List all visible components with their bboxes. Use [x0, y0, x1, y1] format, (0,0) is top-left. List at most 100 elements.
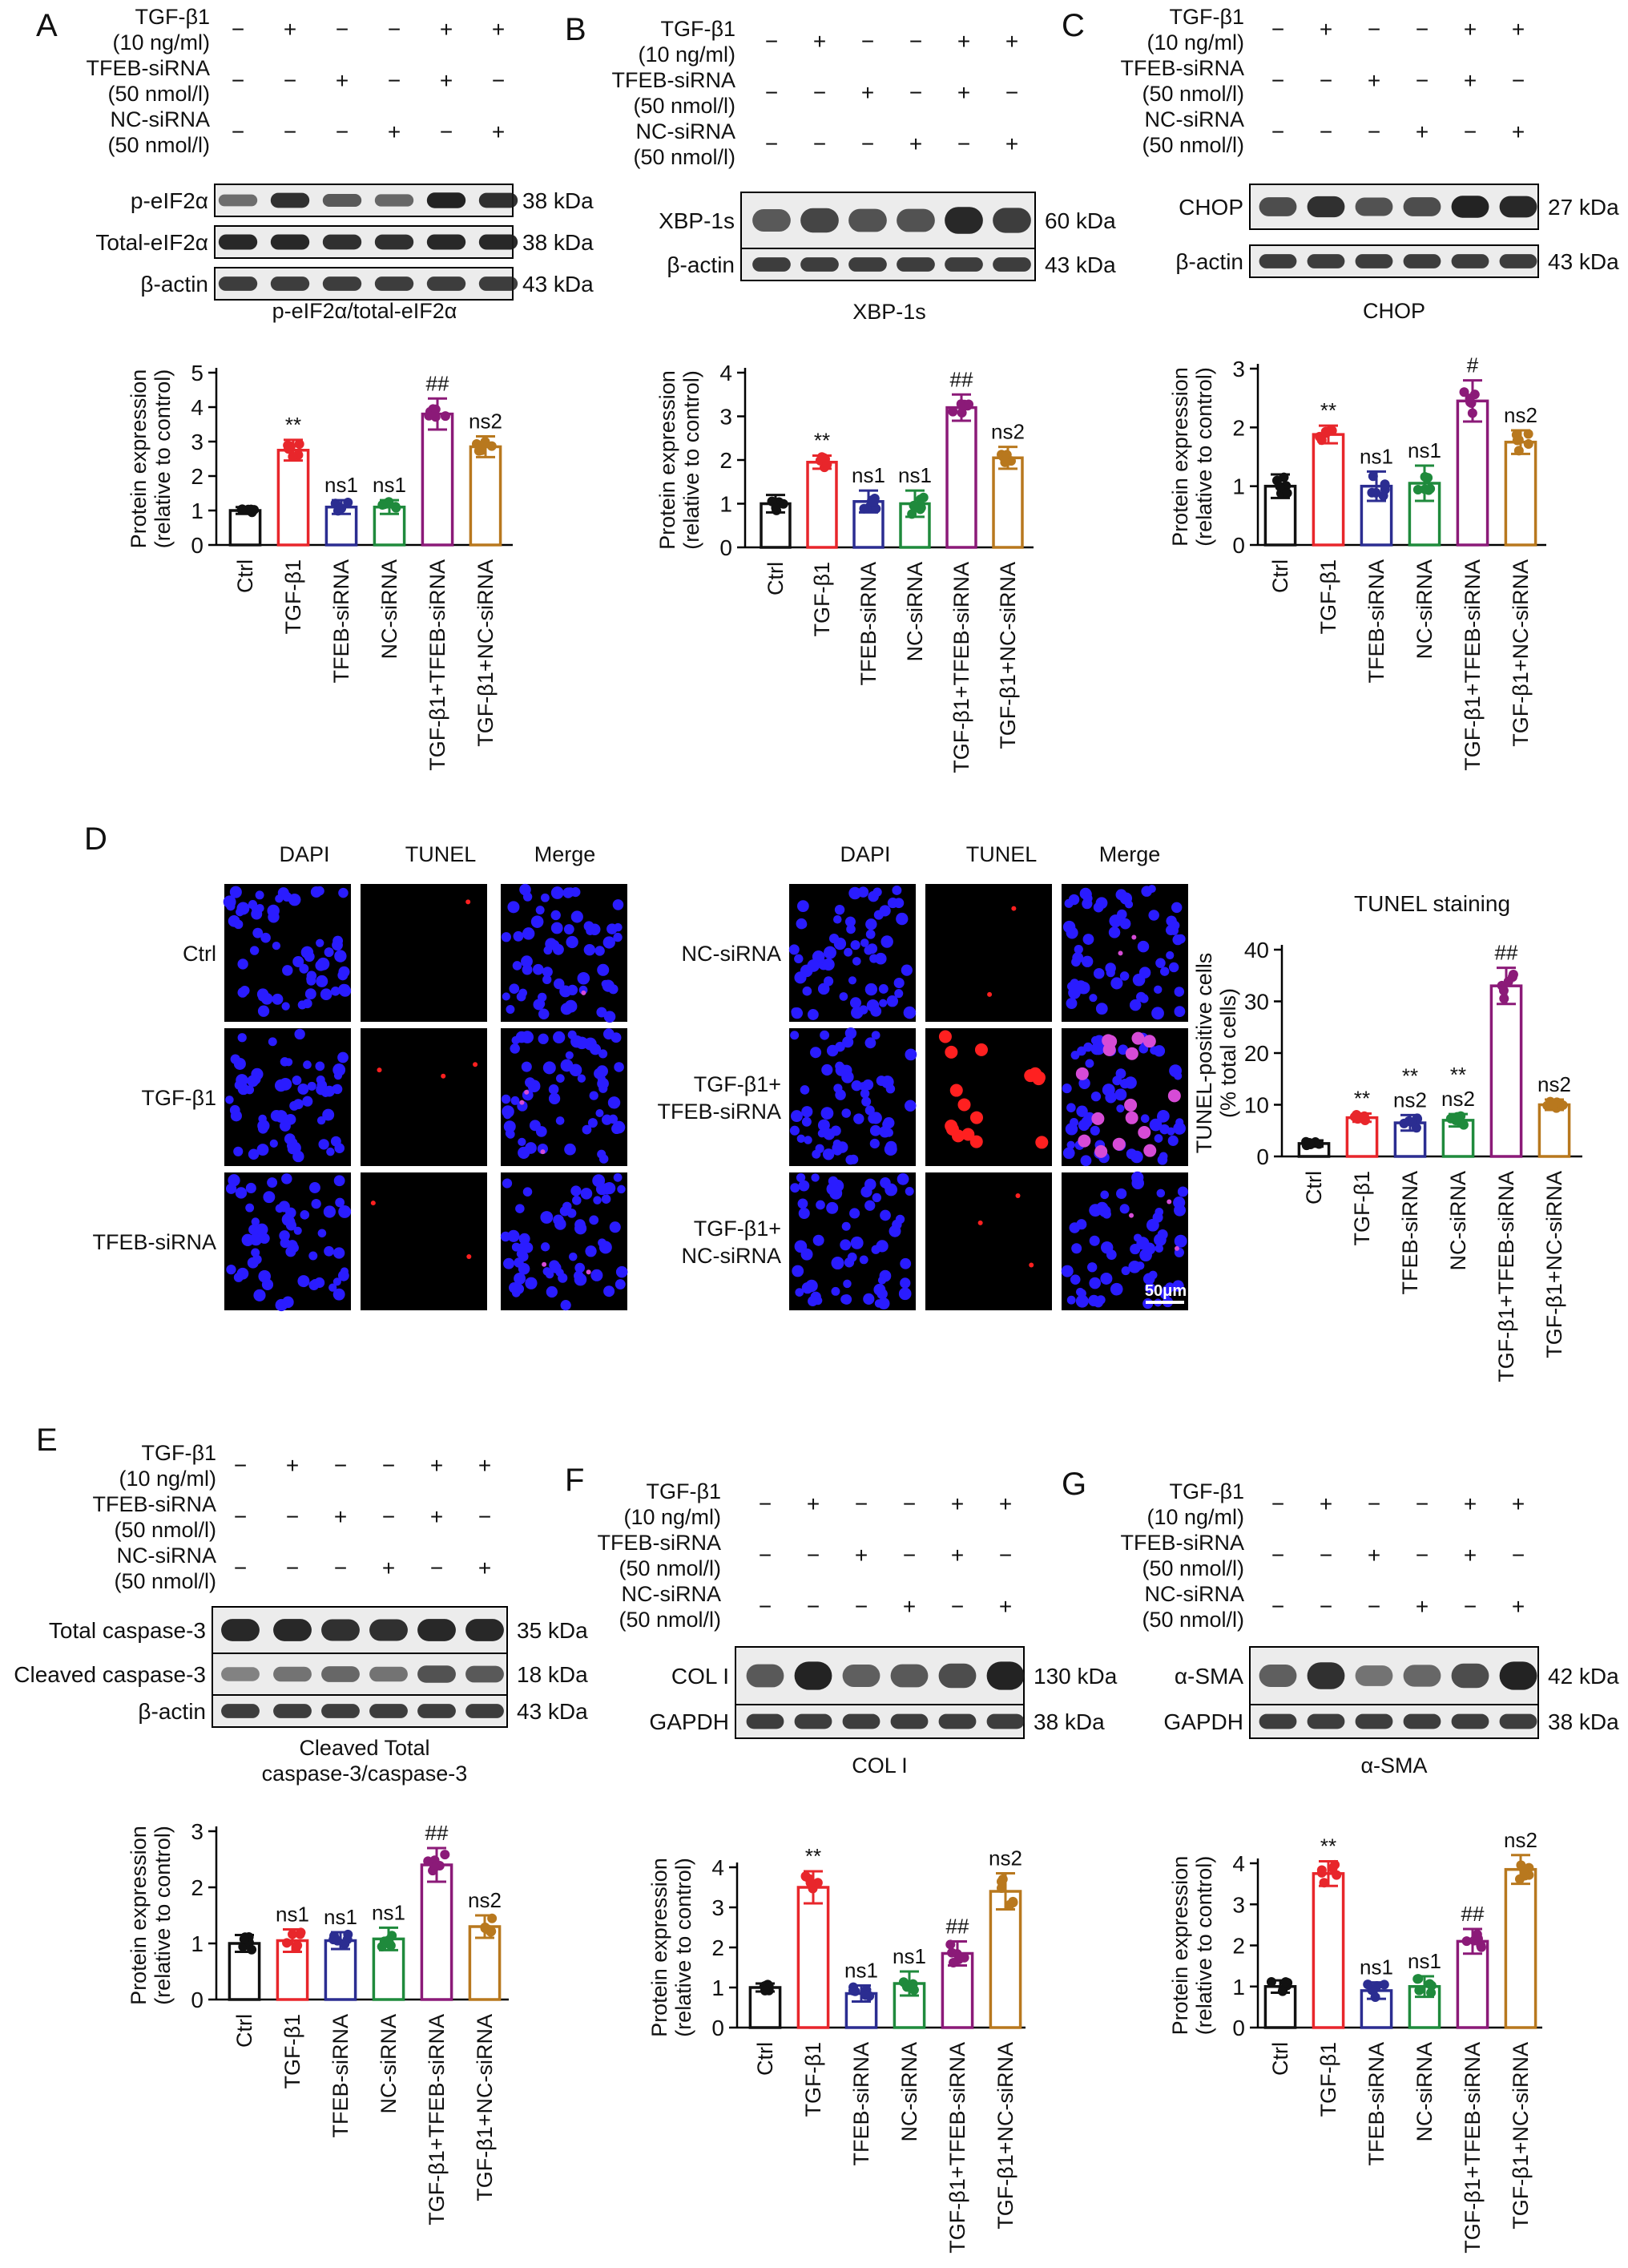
- treatment-label: TGF-β1: [135, 5, 210, 29]
- tunel-positive-cell: [1102, 1043, 1116, 1056]
- nucleus: [263, 1191, 276, 1204]
- x-tick-label: TGF-β1+TFEB-siRNA: [425, 559, 449, 771]
- nucleus: [328, 1283, 337, 1292]
- nucleus: [259, 1233, 270, 1244]
- nucleus: [334, 1143, 345, 1154]
- blot-band: [945, 207, 983, 234]
- nucleus: [1071, 1243, 1082, 1254]
- data-point: [816, 452, 827, 462]
- nucleus: [1148, 1270, 1158, 1280]
- data-point: [1476, 1940, 1486, 1951]
- nucleus: [281, 1213, 294, 1226]
- nucleus: [1166, 950, 1175, 960]
- nucleus: [559, 1206, 570, 1217]
- nucleus: [1139, 994, 1149, 1003]
- data-point: [948, 406, 958, 417]
- y-tick-label: 2: [191, 1875, 204, 1900]
- significance-label: ns2: [989, 1846, 1022, 1870]
- nucleus: [521, 955, 533, 968]
- x-tick-label: TGF-β1: [280, 2014, 304, 2089]
- nucleus: [560, 1300, 571, 1311]
- y-axis-label-2: (% total cells): [1216, 988, 1240, 1118]
- nucleus: [1153, 1045, 1166, 1057]
- nucleus: [563, 924, 574, 934]
- nucleus: [901, 964, 913, 976]
- treatment-sign: −: [903, 1543, 916, 1568]
- significance-label: ns1: [844, 1959, 878, 1983]
- nucleus: [1118, 1044, 1129, 1055]
- treatment-sign: +: [861, 80, 874, 105]
- nucleus: [1140, 1114, 1150, 1124]
- nucleus: [1144, 1282, 1155, 1293]
- nucleus: [851, 1080, 862, 1092]
- nucleus: [1152, 1212, 1163, 1223]
- nucleus: [292, 955, 304, 967]
- nucleus: [1066, 998, 1078, 1010]
- significance-label: ns2: [1393, 1088, 1427, 1112]
- significance-label: ##: [425, 1821, 449, 1845]
- data-point: [288, 1929, 298, 1939]
- nucleus: [1175, 934, 1186, 944]
- nucleus: [1091, 1207, 1101, 1217]
- tunel-positive-cell: [977, 1220, 983, 1225]
- nucleus: [518, 1233, 530, 1245]
- treatment-unit: (10 ng/ml): [1146, 1505, 1244, 1529]
- significance-label: ns1: [893, 1944, 926, 1968]
- blot-band: [842, 1713, 880, 1729]
- nucleus: [280, 1057, 290, 1067]
- treatment-sign: −: [1271, 1491, 1284, 1516]
- kda-label: 35 kDa: [517, 1618, 588, 1643]
- tunel-positive-cell: [1078, 1134, 1091, 1148]
- dapi-image: [224, 1028, 351, 1166]
- nucleus: [864, 1200, 876, 1211]
- treatment-sign: +: [1005, 29, 1018, 54]
- protein-label: p-eIF2α: [131, 188, 208, 213]
- y-tick-label: 10: [1244, 1093, 1269, 1118]
- nucleus: [857, 886, 869, 898]
- nucleus: [580, 1188, 593, 1200]
- nucleus: [1077, 1289, 1086, 1298]
- nucleus: [522, 1187, 533, 1197]
- nucleus: [564, 999, 578, 1013]
- treatment-sign: −: [1416, 1543, 1429, 1568]
- y-tick-label: 4: [711, 1855, 724, 1880]
- treatment-sign: −: [284, 68, 296, 93]
- significance-label: ns1: [1408, 1949, 1441, 1973]
- blot-band: [752, 208, 791, 232]
- x-tick-label: TGF-β1+NC-siRNA: [1509, 559, 1533, 747]
- nucleus: [518, 988, 527, 998]
- blot-caption: p-eIF2α/total-eIF2α: [272, 299, 457, 323]
- blot-band: [1307, 1662, 1345, 1689]
- blot-band: [890, 1713, 929, 1729]
- treatment-table-B: TGF-β1(10 ng/ml)− + − − + +TFEB-siRNA(50 nmol…: [612, 17, 1019, 169]
- nucleus: [1090, 1125, 1100, 1136]
- x-tick-label: Ctrl: [1302, 1171, 1326, 1205]
- nucleus: [233, 919, 244, 930]
- nucleus: [555, 1116, 565, 1125]
- treatment-unit: (50 nmol/l): [1142, 1608, 1244, 1632]
- treatment-sign: −: [1271, 17, 1284, 42]
- nucleus: [501, 1094, 511, 1104]
- nucleus: [236, 907, 244, 917]
- data-point: [868, 497, 879, 507]
- nucleus: [868, 890, 879, 902]
- nucleus: [831, 1286, 840, 1296]
- x-tick-label: TFEB-siRNA: [1364, 2042, 1388, 2166]
- blot-band: [321, 1619, 360, 1641]
- blot-band: [890, 1664, 929, 1688]
- nucleus: [849, 997, 862, 1009]
- nucleus: [602, 936, 615, 949]
- nucleus: [311, 1198, 321, 1209]
- tunel-positive-cell: [945, 1045, 958, 1059]
- data-point: [822, 459, 832, 470]
- nucleus: [555, 1268, 564, 1277]
- nucleus: [797, 1198, 808, 1209]
- image-header: Merge: [1099, 842, 1161, 866]
- treatment-sign: −: [1368, 1594, 1380, 1619]
- treatment-unit: (50 nmol/l): [619, 1608, 721, 1632]
- blot-frame: [212, 1606, 508, 1654]
- nucleus: [268, 1037, 277, 1047]
- bar: [1504, 1867, 1537, 2029]
- nucleus: [338, 887, 349, 898]
- nucleus: [550, 910, 561, 921]
